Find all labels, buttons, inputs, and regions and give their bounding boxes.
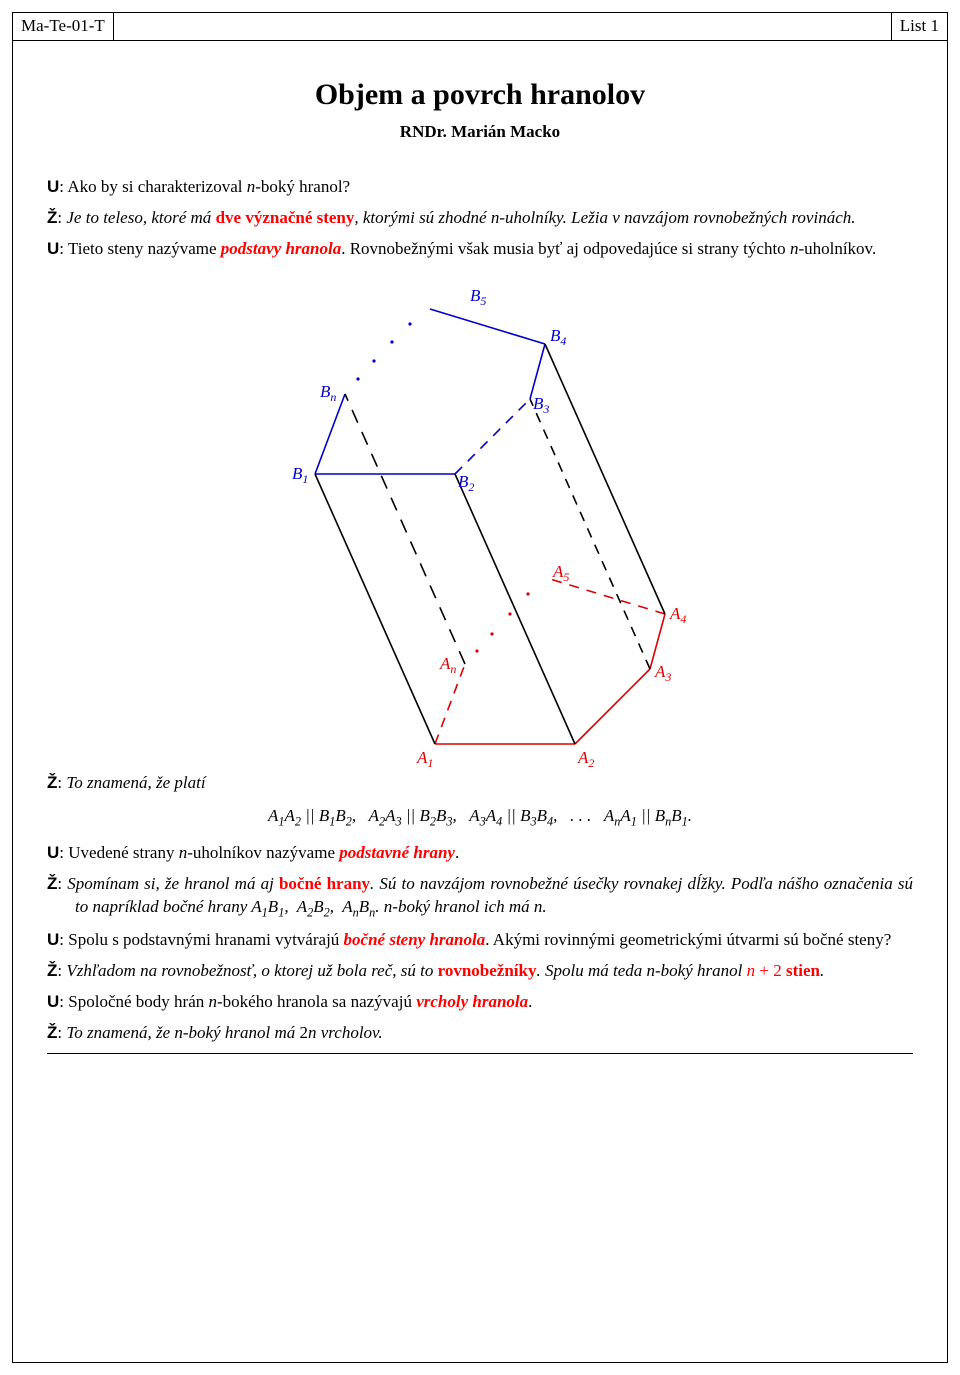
- line-u1: U: Ako by si charakterizoval n-boký hran…: [47, 176, 913, 199]
- content: Objem a povrch hranolov RNDr. Marián Mac…: [13, 41, 947, 1064]
- u4-pre: Spolu s podstavnými hranami vytvárajú: [68, 930, 343, 949]
- u3-mid: -uholníkov nazývame: [187, 843, 339, 862]
- svg-text:A5: A5: [552, 562, 569, 584]
- z5-n: n: [174, 1023, 183, 1042]
- page-title: Objem a povrch hranolov: [47, 75, 913, 116]
- z3-pre: Spomínam si, že hranol má aj: [67, 874, 279, 893]
- line-u5: U: Spoločné body hrán n-bokého hranola s…: [47, 991, 913, 1014]
- line-u4: U: Spolu s podstavnými hranami vytvárajú…: [47, 929, 913, 952]
- u2-p1: . Rovnobežnými však musia byť aj odpoved…: [341, 239, 790, 258]
- z1-pre: Je to teleso, ktoré má: [66, 208, 215, 227]
- u5-n: n: [209, 992, 218, 1011]
- svg-text:An: An: [439, 654, 456, 676]
- line-z3: Ž: Spomínam si, že hranol má aj bočné hr…: [47, 873, 913, 921]
- page-number: List 1: [891, 13, 947, 40]
- line-z5: Ž: To znamená, že n-boký hranol má 2n vr…: [47, 1022, 913, 1045]
- svg-text:B1: B1: [292, 464, 308, 486]
- z4-p2: -boký hranol: [655, 961, 747, 980]
- author: RNDr. Marián Macko: [47, 121, 913, 144]
- z4-red2: stien: [782, 961, 820, 980]
- u3-n: n: [179, 843, 188, 862]
- u5-red: vrcholy hranola: [416, 992, 528, 1011]
- math-parallel: A1A2 || B1B2, A2A3 || B2B3, A3A4 || B3B4…: [47, 805, 913, 830]
- line-z4: Ž: Vzhľadom na rovnobežnosť, o ktorej už…: [47, 960, 913, 983]
- z4-red: rovnobežníky: [438, 961, 537, 980]
- svg-text:A3: A3: [654, 662, 671, 684]
- rule: [47, 1053, 913, 1054]
- u3-red: podstavné hrany: [339, 843, 455, 862]
- z4-p1: . Spolu má teda: [536, 961, 646, 980]
- u5-pre: Spoločné body hrán: [68, 992, 208, 1011]
- header-row: Ma-Te-01-T List 1: [13, 13, 947, 41]
- z5-mid: -boký hranol má: [183, 1023, 300, 1042]
- u1-post: -boký hranol?: [255, 177, 350, 196]
- svg-text:B2: B2: [458, 472, 474, 494]
- svg-text:B3: B3: [533, 394, 549, 416]
- svg-text:B5: B5: [470, 286, 486, 308]
- svg-text:A2: A2: [577, 748, 594, 770]
- u4-red: bočné steny hranola: [344, 930, 486, 949]
- prism-svg: B1 B2 B3 B4 B5 Bn A1 A2 A3 A4 A5 An: [220, 269, 740, 779]
- u3-post: .: [455, 843, 459, 862]
- u2-p2: -uholníkov.: [798, 239, 876, 258]
- u2-red: podstavy hranola: [221, 239, 341, 258]
- page-frame: Ma-Te-01-T List 1 Objem a povrch hranolo…: [12, 12, 948, 1363]
- z5-pre: To znamená, že: [66, 1023, 174, 1042]
- u3-pre: Uvedené strany: [68, 843, 178, 862]
- z3-red: bočné hrany: [279, 874, 370, 893]
- line-u2: U: Tieto steny nazývame podstavy hranola…: [47, 238, 913, 261]
- svg-text:A4: A4: [669, 604, 686, 626]
- u2-pre: Tieto steny nazývame: [68, 239, 221, 258]
- z1-p1: , ktorými sú zhodné: [354, 208, 490, 227]
- z4-pre: Vzhľadom na rovnobežnosť, o ktorej už bo…: [66, 961, 437, 980]
- z1-p2: -uholníky. Ležia v navzájom rovnobežných…: [499, 208, 855, 227]
- u1-pre: Ako by si charakterizoval: [67, 177, 246, 196]
- line-z1: Ž: Je to teleso, ktoré má dve význačné s…: [47, 207, 913, 230]
- z1-red: dve význačné steny: [216, 208, 355, 227]
- line-u3: U: Uvedené strany n-uholníkov nazývame p…: [47, 842, 913, 865]
- svg-text:Bn: Bn: [320, 382, 336, 404]
- doc-code: Ma-Te-01-T: [13, 13, 114, 40]
- u5-post: .: [528, 992, 532, 1011]
- z3-tail: -boký hranol ich má: [392, 897, 534, 916]
- z2-text: To znamená, že platí: [66, 773, 205, 792]
- svg-text:A1: A1: [416, 748, 433, 770]
- u4-post: . Akými rovinnými geometrickými útvarmi …: [485, 930, 891, 949]
- header-spacer: [114, 13, 891, 40]
- prism-figure: B1 B2 B3 B4 B5 Bn A1 A2 A3 A4 A5 An: [47, 269, 913, 786]
- z4-n: n: [647, 961, 656, 980]
- z5-post: vrcholov.: [317, 1023, 383, 1042]
- svg-text:B4: B4: [550, 326, 566, 348]
- u1-n: n: [247, 177, 256, 196]
- u5-mid: -bokého hranola sa nazývajú: [217, 992, 416, 1011]
